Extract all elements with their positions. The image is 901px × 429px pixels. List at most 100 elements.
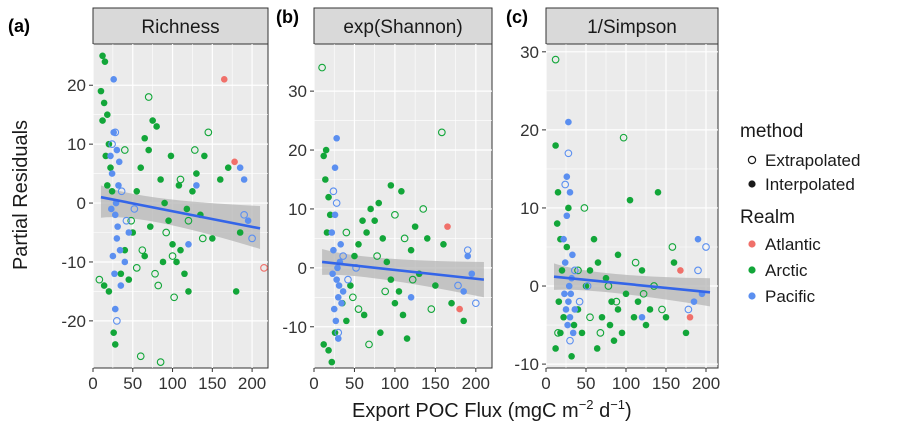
point-arctic-extrapolated (318, 63, 326, 72)
point-arctic-interpolated (670, 259, 678, 266)
x-tick-label: 0 (541, 374, 550, 393)
y-tick-label: -10 (282, 318, 307, 337)
point-arctic-interpolated (161, 199, 168, 207)
point-arctic-interpolated (153, 123, 160, 130)
point-pacific-interpolated (107, 152, 114, 160)
point-arctic-interpolated (175, 182, 183, 189)
plot-area (545, 43, 719, 369)
point-arctic-interpolated (363, 229, 370, 236)
point-arctic-interpolated (105, 288, 113, 295)
point-pacific-interpolated (565, 282, 573, 290)
strip-label: 1/Simpson (587, 17, 677, 38)
point-arctic-extrapolated (619, 133, 628, 142)
point-arctic-interpolated (201, 152, 208, 160)
legend-atlantic-label: Atlantic (765, 235, 821, 254)
point-pacific-extrapolated (564, 149, 573, 158)
point-arctic-extrapolated (95, 275, 104, 284)
point-arctic-extrapolated (354, 305, 363, 313)
point-pacific-interpolated (334, 264, 341, 272)
point-arctic-extrapolated (365, 340, 373, 349)
x-axis-title-end: ) (625, 400, 632, 422)
point-pacific-interpolated (333, 276, 340, 283)
point-atlantic-interpolated (677, 267, 684, 274)
point-arctic-interpolated (387, 182, 395, 189)
point-arctic-interpolated (379, 235, 387, 242)
point-arctic-extrapolated (437, 128, 446, 137)
point-pacific-interpolated (694, 235, 702, 243)
point-arctic-interpolated (99, 117, 106, 124)
point-pacific-extrapolated (117, 187, 126, 196)
point-arctic-interpolated (407, 246, 415, 254)
point-pacific-interpolated (114, 223, 121, 230)
x-tick-label: 50 (345, 374, 364, 393)
point-pacific-interpolated (339, 288, 347, 295)
point-pacific-interpolated (330, 305, 338, 313)
point-pacific-extrapolated (454, 281, 462, 290)
point-arctic-interpolated (185, 288, 192, 295)
x-axis-title-exp1: −2 (579, 397, 594, 412)
point-arctic-interpolated (137, 164, 145, 172)
y-tick-label: 10 (67, 135, 86, 154)
point-pacific-extrapolated (240, 210, 248, 219)
point-arctic-interpolated (149, 117, 156, 124)
point-pacific-interpolated (566, 313, 574, 321)
y-tick-label: -10 (514, 355, 539, 374)
point-arctic-interpolated (125, 276, 133, 283)
point-arctic-interpolated (638, 267, 646, 274)
point-arctic-interpolated (101, 58, 109, 65)
point-pacific-interpolated (338, 299, 345, 307)
confidence-band (322, 249, 484, 298)
point-arctic-extrapolated (136, 352, 145, 361)
point-arctic-interpolated (107, 164, 114, 172)
point-pacific-interpolated (328, 229, 336, 236)
point-arctic-interpolated (448, 299, 455, 307)
point-arctic-interpolated (169, 240, 176, 248)
point-arctic-interpolated (423, 235, 431, 242)
point-arctic-interpolated (399, 311, 407, 319)
point-arctic-interpolated (371, 217, 378, 225)
legend-realm-title: Realm (740, 207, 795, 228)
point-arctic-interpolated (440, 240, 447, 248)
point-pacific-extrapolated (248, 234, 256, 243)
point-pacific-extrapolated (329, 187, 338, 196)
point-arctic-interpolated (590, 235, 598, 243)
point-arctic-interpolated (165, 217, 172, 225)
point-arctic-interpolated (104, 111, 111, 118)
point-arctic-interpolated (141, 252, 149, 260)
point-arctic-extrapolated (381, 287, 390, 296)
x-tick-label: 150 (652, 374, 680, 393)
point-arctic-interpolated (610, 337, 618, 344)
x-tick-label: 0 (88, 374, 97, 393)
point-arctic-extrapolated (574, 266, 582, 275)
point-pacific-interpolated (113, 146, 121, 154)
point-pacific-interpolated (110, 76, 117, 83)
point-pacific-interpolated (193, 182, 200, 189)
point-atlantic-interpolated (686, 313, 694, 321)
legend-pacific-label: Pacific (765, 287, 816, 306)
point-arctic-extrapolated (596, 329, 605, 337)
point-pacific-interpolated (108, 170, 116, 177)
point-arctic-interpolated (97, 87, 105, 95)
point-pacific-interpolated (113, 235, 121, 242)
point-pacific-interpolated (240, 176, 248, 183)
point-arctic-extrapolated (127, 216, 136, 225)
point-arctic-interpolated (432, 282, 439, 289)
point-pacific-extrapolated (570, 266, 579, 275)
point-pacific-interpolated (561, 259, 569, 266)
panel-richness: Richness 0 50 100 150 200 -20 -10 0 10 20 (61, 7, 269, 393)
x-tick-label: 200 (462, 374, 490, 393)
point-arctic-interpolated (552, 142, 559, 149)
x-axis-title-main: Export POC Flux (mgC m (352, 400, 579, 422)
point-arctic-interpolated (403, 335, 411, 342)
point-arctic-interpolated (110, 329, 117, 336)
strip-label: Richness (141, 17, 219, 38)
point-arctic-interpolated (594, 259, 602, 266)
point-pacific-interpolated (566, 189, 574, 196)
point-pacific-interpolated (563, 212, 571, 220)
point-pacific-interpolated (111, 270, 118, 278)
point-arctic-interpolated (325, 193, 332, 201)
point-pacific-extrapolated (702, 243, 710, 251)
confidence-band (100, 185, 261, 250)
point-arctic-interpolated (102, 152, 110, 160)
